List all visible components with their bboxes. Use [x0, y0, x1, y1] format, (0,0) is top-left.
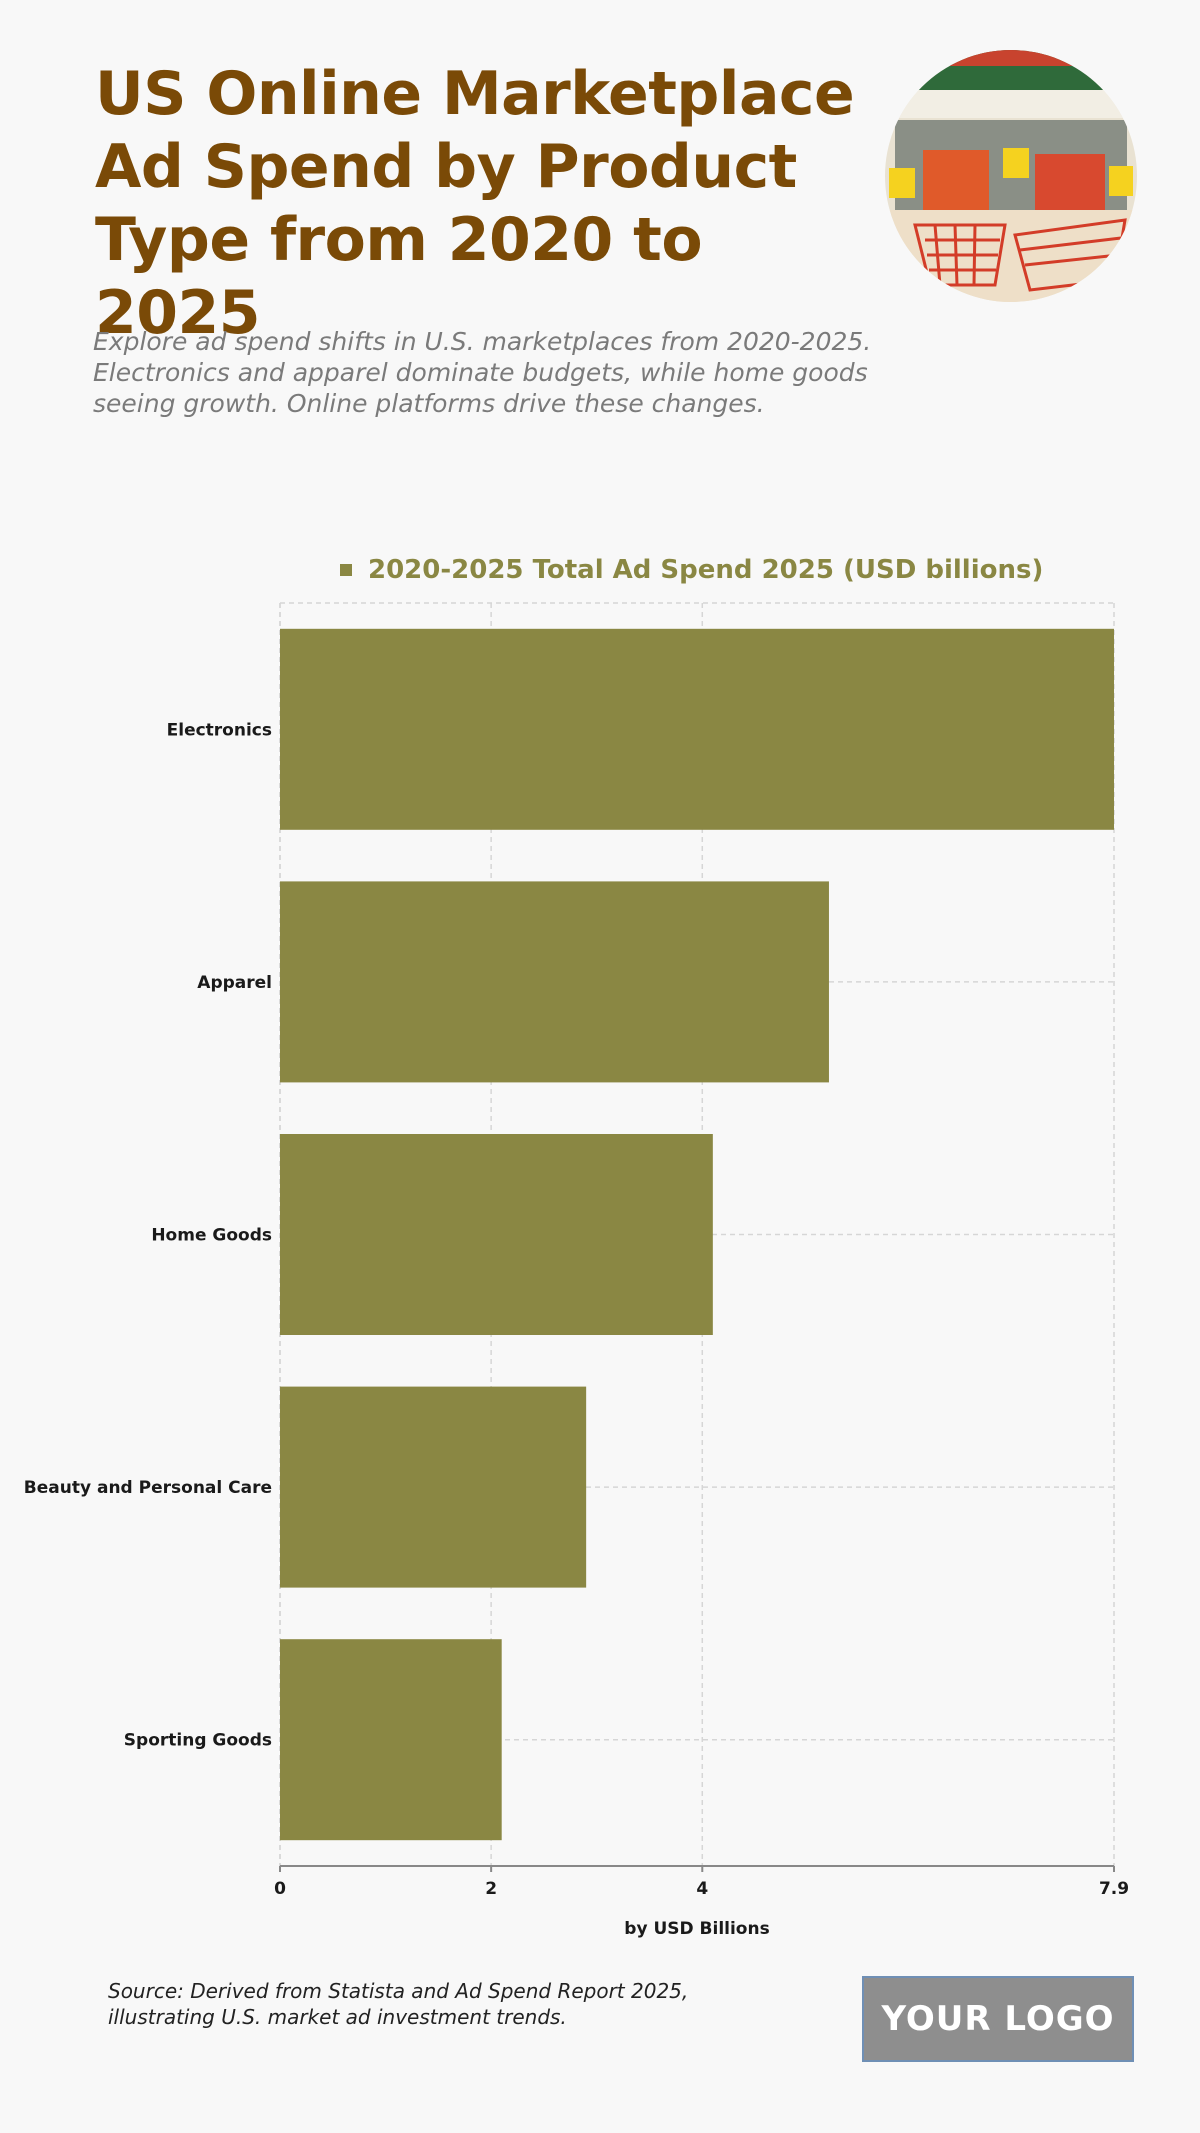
page-subtitle: Explore ad spend shifts in U.S. marketpl…	[93, 327, 872, 418]
x-tick-label-3: 7.9	[1099, 1879, 1129, 1899]
bar-3	[280, 1386, 587, 1588]
category-label-0: Electronics	[167, 720, 272, 740]
bar-4	[280, 1639, 502, 1841]
category-label-1: Apparel	[197, 973, 272, 993]
x-tick-label-0: 0	[274, 1879, 286, 1899]
bar-2	[280, 1134, 713, 1335]
category-label-3: Beauty and Personal Care	[24, 1478, 272, 1498]
x-tick-label-2: 4	[696, 1879, 708, 1899]
category-label-2: Home Goods	[151, 1226, 272, 1246]
legend-label: 2020-2025 Total Ad Spend 2025 (USD billi…	[368, 555, 1044, 585]
category-label-4: Sporting Goods	[124, 1731, 272, 1751]
chart-legend: 2020-2025 Total Ad Spend 2025 (USD billi…	[340, 550, 1043, 590]
x-axis-title: by USD Billions	[624, 1919, 769, 1939]
logo-placeholder: YOUR LOGO	[862, 1976, 1134, 2062]
bar-1	[280, 881, 829, 1083]
page-title: US Online Marketplace Ad Spend by Produc…	[95, 59, 855, 348]
bar-0	[280, 628, 1114, 830]
source-note: Source: Derived from Statista and Ad Spe…	[108, 1979, 689, 2029]
legend-swatch	[340, 564, 352, 576]
x-tick-label-1: 2	[485, 1879, 497, 1899]
